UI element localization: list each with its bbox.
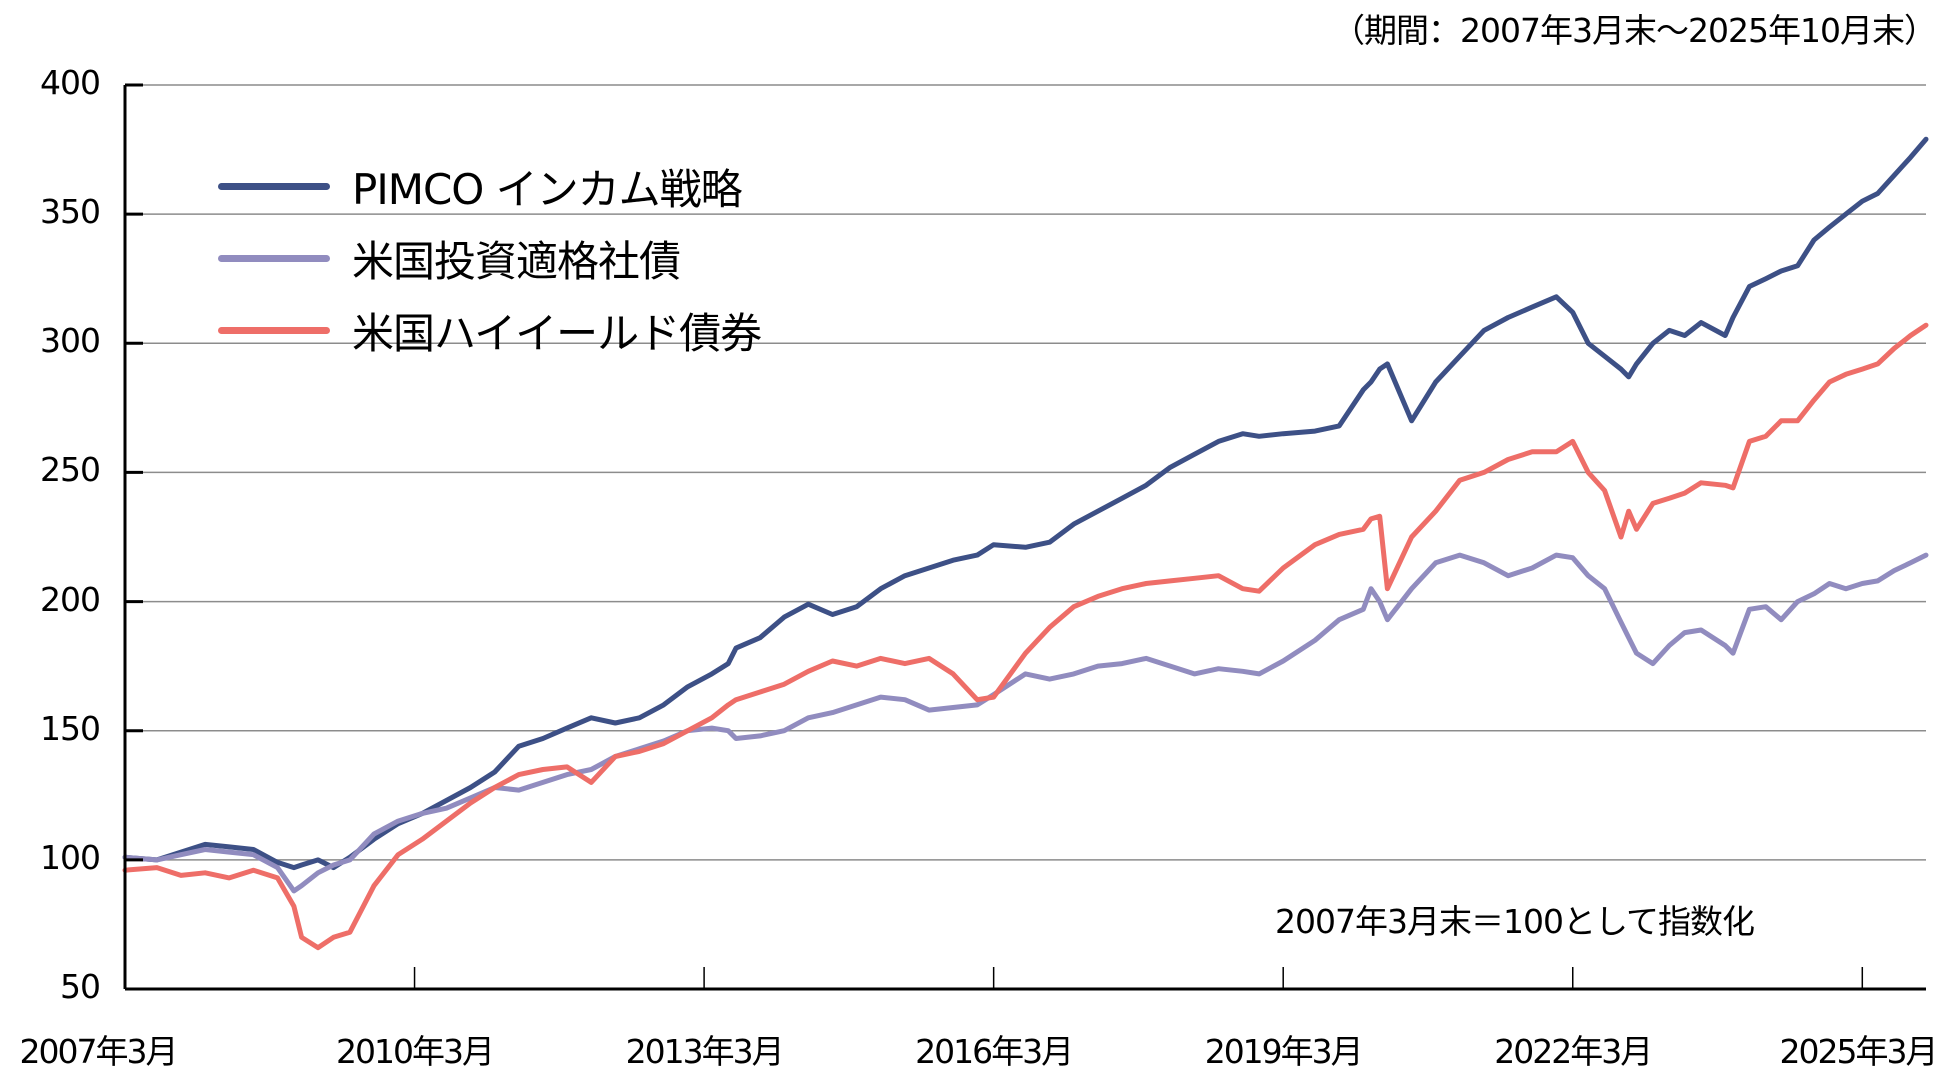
y-tick-label: 200 <box>40 579 101 619</box>
x-tick-label: 2013年3月 <box>625 1032 785 1071</box>
x-tick-label: 2016年3月 <box>915 1032 1074 1071</box>
y-tick-label: 100 <box>40 837 101 877</box>
legend-label-ig: 米国投資適格社債 <box>352 236 681 286</box>
x-tick-label: 2025年3月 <box>1779 1032 1939 1071</box>
y-tick-label: 150 <box>40 708 101 748</box>
axes <box>123 83 1926 991</box>
index-note: 2007年3月末＝100として指数化 <box>1275 902 1755 941</box>
legend-label-hy: 米国ハイイールド債券 <box>352 308 762 358</box>
gridlines <box>125 84 1926 861</box>
legend-swatch-ig <box>218 254 330 262</box>
x-tick-label: 2007年3月 <box>19 1032 179 1071</box>
x-tick-label: 2019年3月 <box>1204 1032 1364 1071</box>
series-line-2 <box>122 322 1929 951</box>
legend-item-ig: 米国投資適格社債 <box>218 222 761 294</box>
y-tick-label: 300 <box>40 321 101 361</box>
x-tick-label: 2010年3月 <box>336 1032 495 1071</box>
y-tick-label: 250 <box>40 450 101 490</box>
series-lines <box>122 136 1929 951</box>
period-label: （期間：2007年3月末～2025年10月末） <box>1332 11 1937 50</box>
x-tick-label: 2022年3月 <box>1494 1032 1653 1071</box>
legend-swatch-hy <box>218 326 330 334</box>
series-line-0 <box>122 136 1929 871</box>
legend-swatch-pimco <box>218 182 330 190</box>
legend-label-pimco: PIMCO インカム戦略 <box>352 164 743 214</box>
y-tick-label: 350 <box>40 192 101 232</box>
legend-item-pimco: PIMCO インカム戦略 <box>218 150 761 222</box>
y-tick-label: 400 <box>40 63 101 102</box>
legend: PIMCO インカム戦略 米国投資適格社債 米国ハイイールド債券 <box>218 150 762 366</box>
y-tick-label: 50 <box>60 967 101 1006</box>
series-line-1 <box>122 552 1929 894</box>
legend-item-hy: 米国ハイイールド債券 <box>218 294 762 366</box>
